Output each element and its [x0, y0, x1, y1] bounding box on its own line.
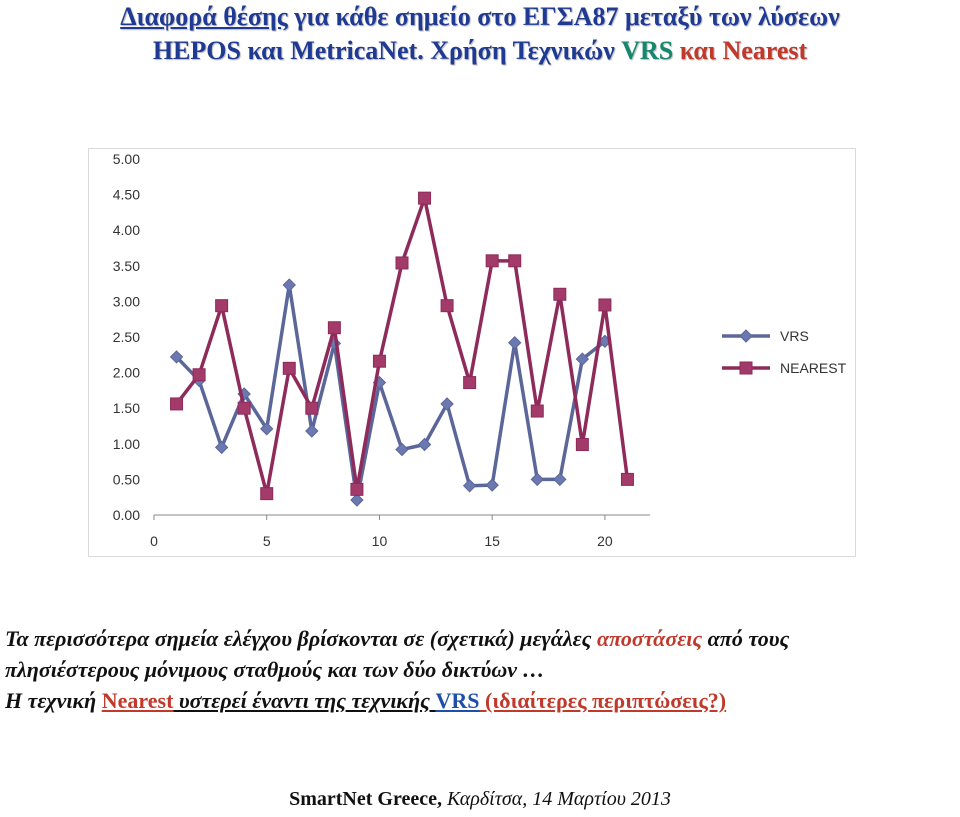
x-tick-label: 15 — [484, 533, 500, 549]
vrs-point — [553, 472, 567, 487]
vrs-point — [462, 479, 477, 493]
nearest-highlight: Nearest — [101, 688, 174, 713]
title-and-text: και — [673, 36, 723, 65]
y-tick-label: 3.00 — [113, 293, 140, 309]
vrs-point — [440, 397, 454, 411]
nearest-point — [418, 191, 432, 205]
chart-axes: 0.00 0.50 1.00 1.50 2.00 2.50 3.00 3.50 4.00 4.50… — [113, 151, 650, 549]
nearest-point — [237, 401, 251, 415]
nearest-point — [260, 487, 274, 501]
y-tick-label: 4.00 — [113, 222, 140, 238]
vrs-highlight: VRS — [435, 688, 480, 713]
nearest-point — [170, 397, 184, 411]
nearest-point — [327, 321, 341, 335]
vrs-point — [417, 437, 432, 452]
vrs-point — [305, 424, 319, 438]
legend-label: NEAREST — [780, 360, 847, 376]
y-tick-label: 4.50 — [113, 187, 140, 203]
vrs-point — [260, 422, 274, 436]
y-tick-label: 0.50 — [113, 471, 140, 487]
vrs-point — [530, 472, 544, 487]
nearest-point — [508, 254, 522, 268]
footer: SmartNet Greece, Καρδίτσα, 14 Μαρτίου 20… — [0, 788, 960, 811]
nearest-point — [192, 368, 206, 382]
nearest-point — [620, 472, 634, 486]
title-underlined-text: Διαφορά θέσης — [120, 2, 288, 31]
y-tick-label: 1.50 — [113, 400, 140, 416]
body-line-2-text: πλησιέστερους μόνιμους σταθμούς και των … — [5, 657, 545, 682]
nearest-point — [395, 256, 409, 270]
chart-series — [169, 191, 634, 507]
nearest-point — [215, 299, 229, 313]
series-line-vrs — [175, 283, 606, 502]
nearest-point — [485, 254, 499, 268]
title-vrs-text: VRS — [621, 36, 674, 65]
vrs-point — [575, 352, 590, 366]
legend-square-marker — [739, 361, 753, 375]
body-line-3-middle: υστερεί έναντι της τεχνικής — [173, 688, 436, 713]
line-chart: 0.00 0.50 1.00 1.50 2.00 2.50 3.00 3.50 4.00 4.50… — [88, 148, 856, 557]
nearest-point — [282, 361, 296, 375]
chart-legend: VRS NEAREST — [722, 328, 847, 376]
nearest-point — [530, 404, 544, 418]
vrs-point — [214, 440, 229, 455]
x-tick-label: 5 — [263, 533, 271, 549]
y-tick-label: 5.00 — [113, 151, 140, 167]
footer-place-date: Καρδίτσα, 14 Μαρτίου 2013 — [447, 788, 671, 810]
vrs-point — [395, 442, 409, 457]
legend-diamond-marker — [739, 329, 753, 343]
nearest-point — [305, 401, 319, 415]
nearest-point — [553, 287, 567, 301]
x-tick-label: 20 — [597, 533, 613, 549]
nearest-point — [440, 299, 454, 313]
vrs-point — [282, 278, 296, 292]
body-line-1-text: Τα περισσότερα σημεία ελέγχου βρίσκονται… — [5, 626, 597, 651]
distances-highlight: αποστάσεις — [596, 626, 703, 651]
vrs-point — [169, 350, 184, 364]
body-line-1: Τα περισσότερα σημεία ελέγχου βρίσκονται… — [5, 624, 789, 654]
y-tick-label: 0.00 — [113, 507, 140, 523]
body-line-3-text: Η τεχνική — [5, 688, 102, 713]
slide-title-line2: HEPOS και MetricaNet. Χρήση Τεχνικών VRS… — [0, 34, 960, 68]
slide-title-line1: Διαφορά θέσης για κάθε σημείο στο ΕΓΣΑ87… — [0, 0, 960, 34]
title-nearest-text: Nearest — [722, 36, 808, 65]
nearest-point — [463, 376, 477, 390]
vrs-point — [508, 335, 522, 350]
x-tick-label: 10 — [372, 533, 388, 549]
body-line-2: πλησιέστερους μόνιμους σταθμούς και των … — [5, 655, 545, 685]
y-tick-label: 2.00 — [113, 365, 140, 381]
y-tick-label: 2.50 — [113, 329, 140, 345]
body-line-1-end: από τους — [702, 626, 790, 651]
title-techniques-text: Χρήση Τεχνικών — [423, 36, 622, 65]
nearest-point — [350, 482, 364, 496]
y-tick-label: 3.50 — [113, 258, 140, 274]
nearest-point — [575, 438, 589, 452]
special-cases-text: (ιδιαίτερες περιπτώσεις?) — [479, 688, 727, 713]
title-hepos-text: HEPOS και MetricaNet. — [152, 36, 424, 65]
chart-frame — [88, 148, 856, 557]
legend-label: VRS — [780, 328, 809, 344]
body-line-3: Η τεχνική Nearest υστερεί έναντι της τεχ… — [5, 686, 726, 716]
title-text: για κάθε σημείο στο ΕΓΣΑ87 μεταξύ των λύ… — [287, 2, 840, 31]
vrs-point — [350, 493, 364, 507]
y-tick-label: 1.00 — [113, 436, 140, 452]
footer-organization: SmartNet Greece, — [289, 788, 447, 810]
nearest-point — [598, 298, 612, 312]
x-tick-label: 0 — [150, 533, 158, 549]
nearest-point — [372, 354, 386, 368]
vrs-point — [485, 478, 499, 492]
